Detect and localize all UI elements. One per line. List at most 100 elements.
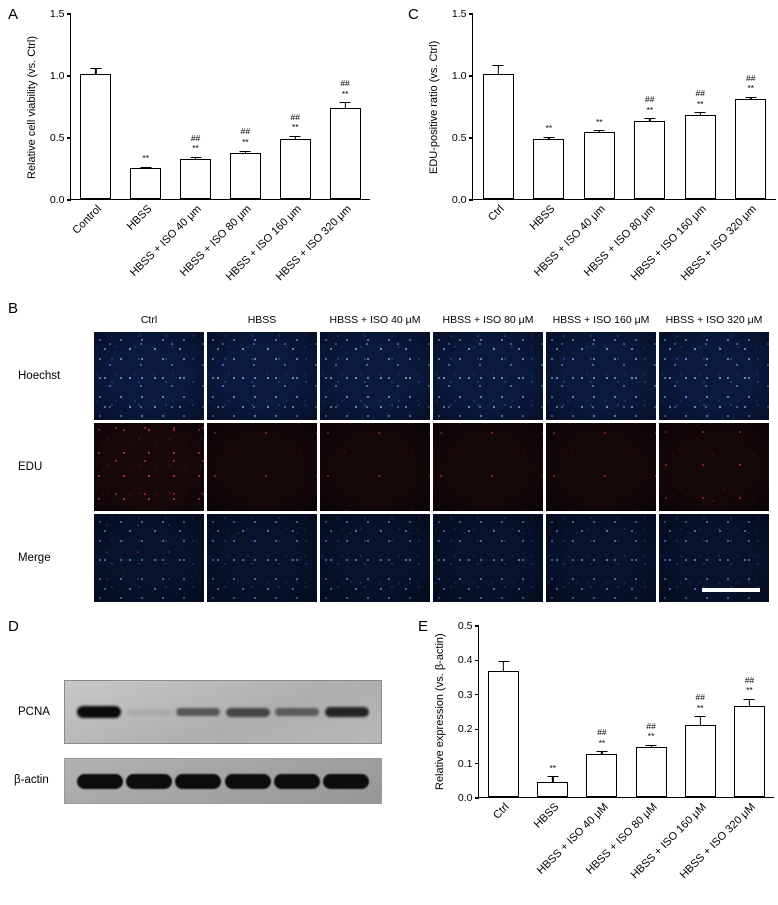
y-tick-label: 0.1 [457,757,473,770]
bar [279,139,311,199]
micrograph-hoechst-iso80 [433,332,543,420]
column-header: HBSS + ISO 80 μM [442,314,534,326]
plot-area: Control ** HBSS ## ** HBSS + ISO 40 μm ## ** HBS… [70,14,370,283]
error-bar [543,137,555,140]
panel-c-chart: EDU-positive ratio (vs. Ctrl) 0.0 0.5 1.0 1… [426,8,777,283]
bar-group: Ctrl [473,14,524,224]
panel-a-chart: Relative cell viability (vs. Ctrl) 0.0 0.… [24,8,370,283]
bar-group: ## ** HBSS + ISO 40 μM [535,626,626,877]
plot-area: Ctrl ** HBSS ## ** HBSS + ISO 40 μM ## ** HBSS +… [478,626,774,881]
y-tick: 0.0 [452,193,473,207]
y-tick: 1.5 [452,7,473,21]
bar [733,705,765,797]
actin-band-lane4 [224,773,271,789]
column-header: HBSS [247,314,277,326]
error-bar [694,716,706,725]
error-bar [644,118,656,121]
blot-label-beta-actin: β-actin [14,774,49,786]
bar [634,120,666,199]
pcna-band-lane2 [126,709,171,715]
panel-e-letter: E [418,618,429,635]
micrograph-grid [94,332,769,602]
y-tick-mark [474,625,479,627]
micrograph-edu-iso40 [320,423,430,511]
significance-label: ** [549,762,557,773]
significance-label: ## ** [190,132,201,154]
x-tick-label: Ctrl [486,203,507,224]
bar [586,754,618,797]
error-bar [745,97,757,99]
panel-c-letter: C [408,6,419,23]
error-bar [339,102,351,109]
y-tick: 0.5 [458,619,479,633]
row-label-hoechst: Hoechst [18,370,61,382]
significance-label: ** [545,123,553,134]
bar [229,153,261,199]
panel-e-chart: Relative expression (vs. β-actin) 0.0 0.1… [432,620,774,881]
y-tick-label: 1.0 [49,70,65,82]
y-tick: 0.3 [458,688,479,702]
bar [180,159,212,199]
y-tick-label: 0.0 [451,194,467,206]
micrograph-merge-hbss [207,514,317,602]
y-tick: 0.4 [458,653,479,667]
panel-b: B Ctrl HBSS HBSS + ISO 40 μM HBSS + ISO … [8,300,778,612]
y-tick-mark [474,694,479,696]
significance-label: ** [595,116,603,127]
error-bar [498,661,510,672]
bar [735,98,767,199]
y-tick-label: 0.0 [49,194,65,206]
scale-bar [702,588,760,592]
error-bar [593,130,605,133]
beta-actin-blot [64,758,382,804]
y-axis-title: EDU-positive ratio (vs. Ctrl) [428,40,440,174]
bar [537,781,569,797]
micrograph-edu-ctrl [94,423,204,511]
pcna-band-lane5 [275,708,320,716]
y-tick-label: 1.5 [49,8,65,20]
bar [533,139,565,199]
y-tick-mark [468,13,473,15]
micrograph-edu-hbss [207,423,317,511]
y-tick-label: 0.4 [457,654,473,667]
micrograph-hoechst-iso320 [659,332,769,420]
micrograph-edu-iso320 [659,423,769,511]
bar-group: ## ** HBSS + ISO 320 μm [679,14,777,283]
y-tick: 0.2 [458,722,479,736]
error-bar [140,166,152,168]
error-bar [547,776,559,782]
micrograph-hoechst-hbss [207,332,317,420]
panel-d: D PCNA β-actin [8,618,400,828]
row-label-edu: EDU [18,461,43,473]
micrograph-edu-iso80 [433,423,543,511]
bar-group: ## ** HBSS + ISO 40 μm [128,14,221,279]
y-tick-label: 0.5 [457,620,473,632]
y-tick-label: 0.0 [457,792,473,804]
actin-band-lane3 [175,773,222,789]
significance-label: ** [142,152,150,163]
bar-group: ## ** HBSS + ISO 160 μm [224,14,320,283]
y-tick: 0.1 [458,757,479,771]
column-header: HBSS + ISO 160 μM [552,314,650,326]
y-tick: 1.0 [50,69,71,83]
error-bar [289,135,301,140]
bar-group: ## ** HBSS + ISO 320 μM [678,626,774,881]
x-tick-label: Control [70,203,105,237]
error-bar [645,745,657,748]
panel-a-letter: A [8,6,19,23]
panel-a: A Relative cell viability (vs. Ctrl) 0.0… [8,6,398,302]
bar [635,747,667,797]
significance-label: ## ** [290,111,300,133]
y-tick-label: 1.0 [451,70,467,82]
x-tick-label: HBSS [531,801,562,831]
x-tick-label: Ctrl [491,801,513,822]
significance-label: ## ** [340,78,350,99]
y-axis-title: Relative cell viability (vs. Ctrl) [26,35,38,179]
y-tick-mark [468,199,473,201]
panel-c: C EDU-positive ratio (vs. Ctrl) 0.0 0.5 1.… [408,6,778,302]
bar-group: ## ** HBSS + ISO 80 μm [582,14,676,279]
y-axis: 0.0 0.1 0.2 0.3 0.4 0.5 [448,620,479,804]
y-tick-mark [474,659,479,662]
pcna-band-lane4 [225,707,270,717]
error-bar [239,150,251,154]
